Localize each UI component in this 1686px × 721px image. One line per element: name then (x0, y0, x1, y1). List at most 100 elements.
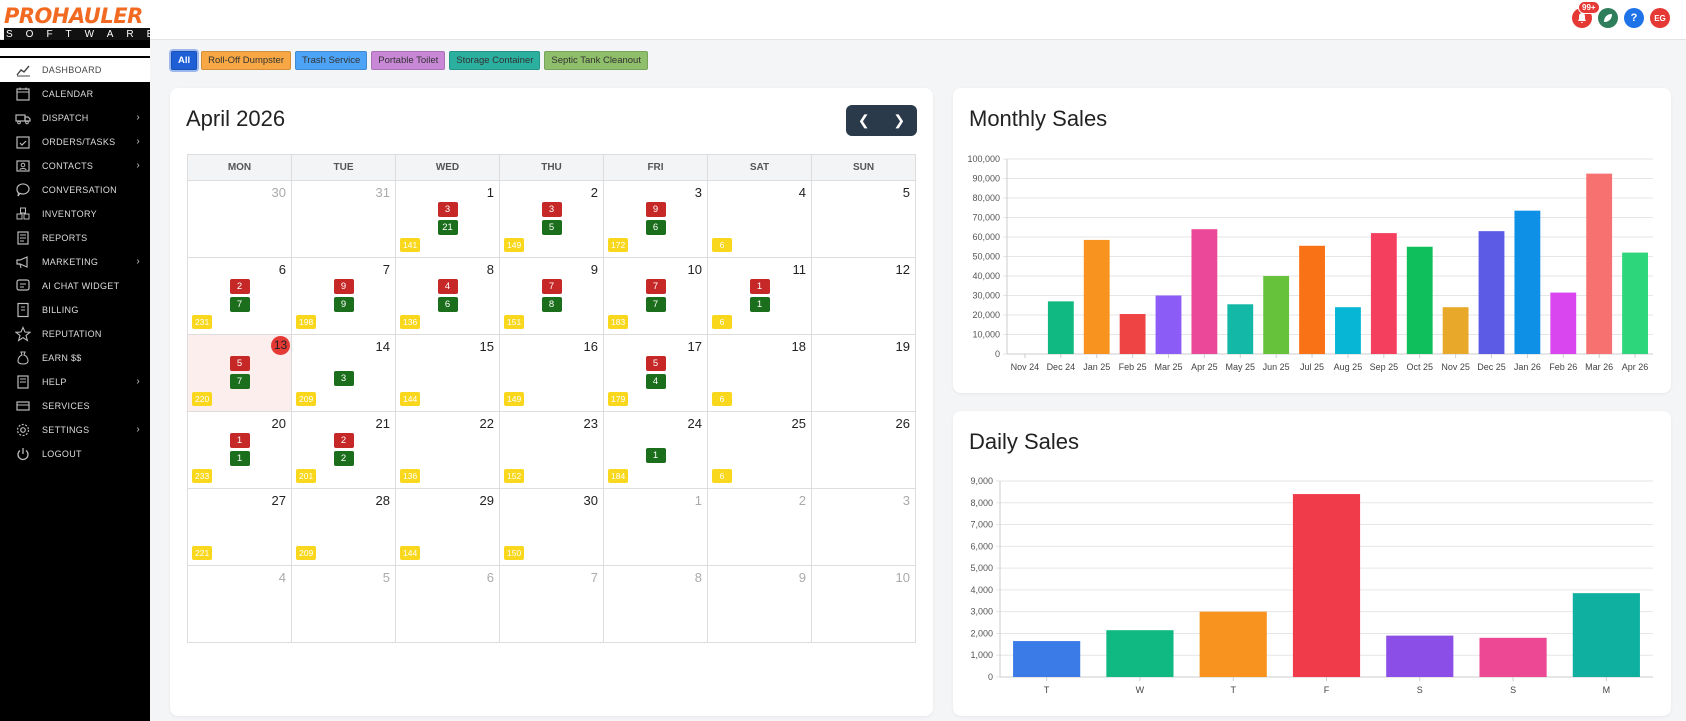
yellow-count-badge[interactable]: 136 (400, 315, 421, 329)
avatar[interactable]: EG (1650, 8, 1670, 28)
bar[interactable] (1299, 245, 1325, 354)
leaf-icon[interactable] (1598, 8, 1618, 28)
sidebar-item-earn[interactable]: EARN $$ (0, 346, 150, 370)
sidebar-item-ai-chat-widget[interactable]: AI CHAT WIDGET (0, 274, 150, 298)
calendar-day-cell[interactable]: 6 2 7 231 (188, 258, 292, 335)
calendar-day-cell[interactable]: 19 (812, 335, 916, 412)
calendar-day-cell[interactable]: 16 149 (500, 335, 604, 412)
sidebar-item-contacts[interactable]: CONTACTS › (0, 154, 150, 178)
calendar-day-cell[interactable]: 30 (188, 181, 292, 258)
calendar-day-cell[interactable]: 23 152 (500, 412, 604, 489)
green-count-badge[interactable]: 7 (229, 374, 250, 389)
calendar-day-cell[interactable]: 2 3 5 149 (500, 181, 604, 258)
green-count-badge[interactable]: 1 (749, 297, 770, 312)
calendar-day-cell[interactable]: 7 (500, 566, 604, 643)
calendar-day-cell[interactable]: 2 (708, 489, 812, 566)
green-count-badge[interactable]: 1 (229, 451, 250, 466)
red-count-badge[interactable]: 4 (437, 279, 458, 294)
green-count-badge[interactable]: 4 (645, 374, 666, 389)
calendar-day-cell[interactable]: 1 3 21 141 (396, 181, 500, 258)
red-count-badge[interactable]: 7 (541, 279, 562, 294)
filter-chip-all[interactable]: All (171, 51, 198, 70)
bar[interactable] (1514, 210, 1541, 354)
yellow-count-badge[interactable]: 6 (712, 469, 732, 483)
yellow-count-badge[interactable]: 150 (504, 546, 525, 560)
bar[interactable] (1199, 611, 1267, 677)
calendar-day-cell[interactable]: 13 5 7 220 (188, 335, 292, 412)
bar[interactable] (1370, 233, 1397, 354)
bar[interactable] (1013, 641, 1081, 677)
yellow-count-badge[interactable]: 152 (504, 469, 525, 483)
bar[interactable] (1155, 295, 1182, 355)
yellow-count-badge[interactable]: 144 (400, 546, 421, 560)
bar[interactable] (1227, 304, 1254, 354)
calendar-day-cell[interactable]: 8 4 6 136 (396, 258, 500, 335)
bar[interactable] (1106, 630, 1174, 677)
calendar-day-cell[interactable]: 29 144 (396, 489, 500, 566)
green-count-badge[interactable]: 9 (333, 297, 354, 312)
calendar-day-cell[interactable]: 26 (812, 412, 916, 489)
green-count-badge[interactable]: 6 (645, 220, 666, 235)
red-count-badge[interactable]: 3 (437, 202, 458, 217)
yellow-count-badge[interactable]: 209 (296, 546, 317, 560)
yellow-count-badge[interactable]: 231 (192, 315, 213, 329)
calendar-day-cell[interactable]: 27 221 (188, 489, 292, 566)
yellow-count-badge[interactable]: 209 (296, 392, 317, 406)
sidebar-item-settings[interactable]: SETTINGS › (0, 418, 150, 442)
red-count-badge[interactable]: 5 (229, 356, 250, 371)
calendar-day-cell[interactable]: 17 5 4 179 (604, 335, 708, 412)
bar[interactable] (1335, 307, 1361, 354)
red-count-badge[interactable]: 1 (749, 279, 770, 294)
calendar-day-cell[interactable]: 28 209 (292, 489, 396, 566)
calendar-day-cell[interactable]: 3 (812, 489, 916, 566)
sidebar-item-marketing[interactable]: MARKETING › (0, 250, 150, 274)
calendar-day-cell[interactable]: 18 6 (708, 335, 812, 412)
bar[interactable] (1406, 246, 1433, 354)
bar[interactable] (1047, 301, 1074, 354)
yellow-count-badge[interactable]: 144 (400, 392, 421, 406)
yellow-count-badge[interactable]: 184 (608, 469, 629, 483)
yellow-count-badge[interactable]: 220 (192, 392, 213, 406)
green-count-badge[interactable]: 5 (541, 220, 562, 235)
sidebar-item-dashboard[interactable]: DASHBOARD (0, 58, 150, 82)
red-count-badge[interactable]: 3 (541, 202, 562, 217)
red-count-badge[interactable]: 7 (645, 279, 666, 294)
calendar-day-cell[interactable]: 1 (604, 489, 708, 566)
yellow-count-badge[interactable]: 179 (608, 392, 629, 406)
calendar-day-cell[interactable]: 10 (812, 566, 916, 643)
help-icon[interactable]: ? (1624, 8, 1644, 28)
sidebar-item-reports[interactable]: REPORTS (0, 226, 150, 250)
green-count-badge[interactable]: 8 (541, 297, 562, 312)
sidebar-item-help[interactable]: HELP › (0, 370, 150, 394)
sidebar-item-calendar[interactable]: CALENDAR (0, 82, 150, 106)
calendar-day-cell[interactable]: 6 (396, 566, 500, 643)
bar[interactable] (1586, 173, 1613, 354)
yellow-count-badge[interactable]: 233 (192, 469, 213, 483)
green-count-badge[interactable]: 3 (333, 371, 354, 386)
calendar-day-cell[interactable]: 25 6 (708, 412, 812, 489)
yellow-count-badge[interactable]: 6 (712, 392, 732, 406)
bar[interactable] (1083, 239, 1110, 354)
bar[interactable] (1478, 231, 1505, 354)
calendar-day-cell[interactable]: 4 (188, 566, 292, 643)
red-count-badge[interactable]: 1 (229, 433, 250, 448)
calendar-day-cell[interactable]: 24 1 184 (604, 412, 708, 489)
red-count-badge[interactable]: 9 (645, 202, 666, 217)
yellow-count-badge[interactable]: 198 (296, 315, 317, 329)
notifications-bell-icon[interactable]: 99+ (1572, 1, 1600, 28)
calendar-day-cell[interactable]: 21 2 2 201 (292, 412, 396, 489)
filter-chip-trash-service[interactable]: Trash Service (294, 51, 368, 70)
calendar-day-cell[interactable]: 14 3 209 (292, 335, 396, 412)
sidebar-item-inventory[interactable]: INVENTORY (0, 202, 150, 226)
bar[interactable] (1191, 229, 1218, 354)
calendar-day-cell[interactable]: 3 9 6 172 (604, 181, 708, 258)
prev-month-button[interactable]: ❮ (846, 105, 882, 136)
yellow-count-badge[interactable]: 136 (400, 469, 421, 483)
red-count-badge[interactable]: 2 (229, 279, 250, 294)
filter-chip-roll-off-dumpster[interactable]: Roll-Off Dumpster (201, 51, 291, 70)
calendar-day-cell[interactable]: 30 150 (500, 489, 604, 566)
yellow-count-badge[interactable]: 149 (504, 238, 525, 252)
filter-chip-portable-toilet[interactable]: Portable Toilet (371, 51, 446, 70)
filter-chip-storage-container[interactable]: Storage Container (449, 51, 541, 70)
